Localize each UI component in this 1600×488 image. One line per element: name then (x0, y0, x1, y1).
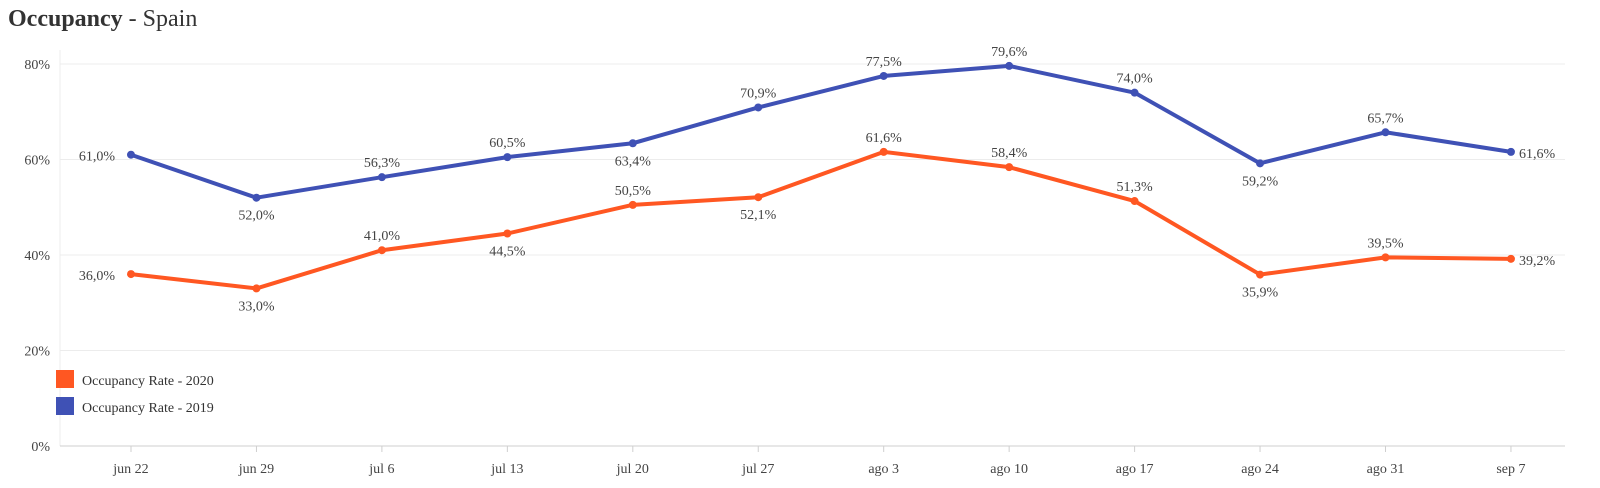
legend-item[interactable]: Occupancy Rate - 2019 (56, 397, 214, 416)
data-point[interactable] (127, 270, 135, 279)
data-label: 58,4% (991, 146, 1028, 161)
data-point[interactable] (628, 139, 637, 148)
x-tick-label: ago 17 (1116, 462, 1154, 477)
data-point[interactable] (1506, 147, 1515, 156)
x-tick-label: jul 13 (490, 462, 523, 477)
data-label: 50,5% (615, 184, 652, 199)
data-label: 63,4% (615, 154, 652, 169)
x-axis-ticks: jun 22 jun 29 jul 6 jul 13 jul 20 jul 27 ago 3… (112, 446, 1526, 477)
data-point[interactable] (1256, 270, 1265, 279)
y-tick-label: 60% (24, 154, 50, 169)
data-point[interactable] (377, 246, 386, 255)
chart-title: Occupancy - Spain (8, 6, 197, 32)
legend-swatch (56, 397, 74, 415)
data-point[interactable] (1005, 61, 1014, 70)
data-label: 77,5% (866, 55, 903, 70)
x-tick-label: jul 20 (616, 462, 649, 477)
data-point[interactable] (1130, 88, 1139, 97)
chart-title-main: Occupancy (8, 6, 123, 32)
x-tick-label: jun 22 (112, 462, 148, 477)
data-point[interactable] (1381, 128, 1390, 137)
legend-item[interactable]: Occupancy Rate - 2020 (56, 370, 214, 389)
x-tick-label: jun 29 (238, 462, 274, 477)
data-labels: 36,0% 33,0% 41,0% 44,5% 50,5% 52,1% 61,6% 58,4%… (79, 45, 1556, 315)
data-label: 35,9% (1242, 286, 1279, 301)
data-point[interactable] (628, 200, 637, 209)
data-label: 61,6% (1519, 147, 1556, 162)
y-tick-label: 0% (31, 440, 50, 455)
data-point[interactable] (503, 153, 512, 162)
data-point[interactable] (377, 173, 386, 182)
data-point[interactable] (754, 193, 763, 202)
data-label: 56,3% (364, 156, 401, 171)
data-label: 59,2% (1242, 174, 1279, 189)
y-tick-label: 40% (24, 249, 50, 264)
y-axis-ticks: 0% 20% 40% 60% 80% (24, 58, 50, 455)
data-label: 52,1% (740, 208, 777, 223)
data-point[interactable] (754, 103, 763, 112)
data-label: 44,5% (489, 245, 526, 260)
data-label: 61,6% (866, 131, 903, 146)
x-tick-label: ago 3 (868, 462, 899, 477)
data-point[interactable] (879, 71, 888, 80)
data-point[interactable] (879, 147, 888, 156)
gridlines (59, 50, 1565, 447)
legend-swatch (56, 370, 74, 388)
legend-label: Occupancy Rate - 2019 (82, 401, 214, 416)
data-label: 70,9% (740, 86, 777, 101)
data-label: 41,0% (364, 229, 401, 244)
series-line (129, 63, 1513, 200)
x-tick-label: jul 6 (368, 462, 394, 477)
data-label: 52,0% (238, 209, 275, 224)
data-point[interactable] (1256, 159, 1265, 168)
legend[interactable]: Occupancy Rate - 2020 Occupancy Rate - 20… (56, 370, 214, 416)
data-point[interactable] (252, 284, 261, 293)
x-tick-label: sep 7 (1496, 462, 1525, 477)
data-label: 65,7% (1367, 111, 1404, 126)
data-label: 74,0% (1117, 72, 1154, 87)
chart-title-separator: - (123, 6, 143, 32)
x-tick-label: ago 24 (1241, 462, 1279, 477)
data-label: 39,5% (1367, 236, 1404, 251)
y-tick-label: 80% (24, 58, 50, 73)
data-label: 39,2% (1519, 254, 1556, 269)
data-label: 36,0% (79, 269, 116, 284)
data-point[interactable] (503, 229, 512, 238)
data-point[interactable] (252, 193, 261, 202)
data-label: 79,6% (991, 45, 1028, 60)
series-line (129, 149, 1513, 291)
data-point[interactable] (1381, 253, 1390, 262)
x-tick-label: ago 10 (990, 462, 1028, 477)
data-point[interactable] (127, 150, 135, 159)
data-point[interactable] (1130, 197, 1139, 206)
series (127, 61, 1515, 293)
y-tick-label: 20% (24, 345, 50, 360)
data-label: 51,3% (1117, 180, 1154, 195)
data-label: 33,0% (238, 299, 275, 314)
data-point[interactable] (1005, 163, 1014, 172)
chart-subtitle: Spain (143, 6, 198, 32)
x-tick-label: ago 31 (1367, 462, 1405, 477)
x-tick-label: jul 27 (741, 462, 774, 477)
data-point[interactable] (1506, 254, 1515, 263)
legend-label: Occupancy Rate - 2020 (82, 374, 214, 389)
data-label: 60,5% (489, 136, 526, 151)
data-label: 61,0% (79, 150, 116, 165)
